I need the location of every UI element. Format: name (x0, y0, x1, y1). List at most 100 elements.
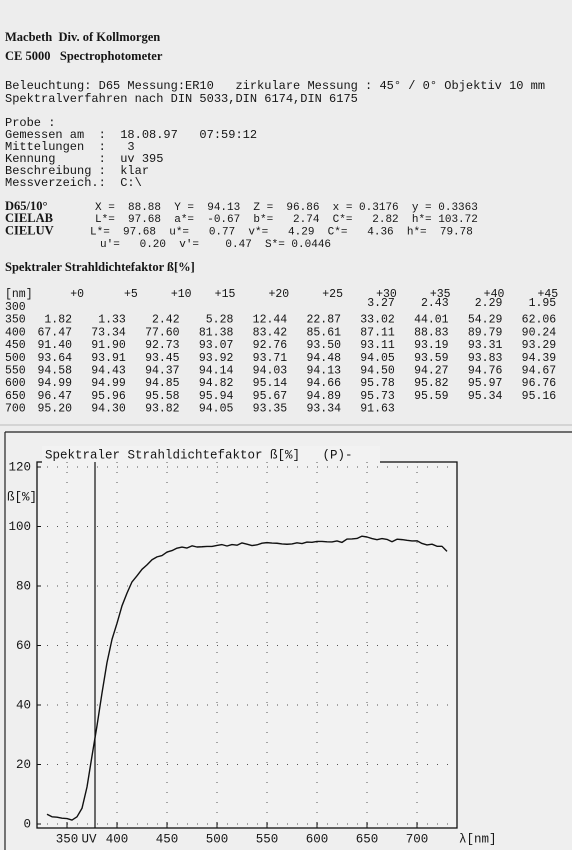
table-cell: 87.11 (360, 326, 395, 339)
y-tick-label: 80 (16, 579, 31, 593)
table-cell: 54.29 (468, 314, 503, 327)
table-cell: 95.78 (360, 377, 395, 390)
table-cell: 94.58 (37, 365, 72, 378)
row-label: 650 (5, 390, 26, 403)
table-cell: 95.94 (199, 390, 234, 403)
colorimetry-values: L*= 97.68 a*= -0.67 b*= 2.74 C*= 2.82 h*… (95, 214, 478, 226)
y-tick-label: 60 (16, 639, 31, 653)
table-cell: 94.37 (145, 365, 180, 378)
table-cell: 93.64 (37, 352, 72, 365)
table-cell: 95.16 (522, 390, 557, 403)
table-header: +25 (322, 288, 343, 301)
y-tick-label: 100 (8, 520, 31, 534)
table-header: +40 (484, 288, 505, 301)
table-cell: 92.76 (253, 339, 288, 352)
table-header: +15 (215, 288, 236, 301)
table-cell: 94.05 (199, 403, 234, 416)
table-cell: 96.47 (37, 390, 72, 403)
table-cell: 94.82 (199, 377, 234, 390)
table-cell: 93.29 (522, 339, 557, 352)
table-cell: 5.28 (206, 314, 234, 327)
x-tick-label: 600 (306, 832, 329, 846)
table-cell: 90.24 (522, 326, 557, 339)
colorimetry-values: u'= 0.20 v'= 0.47 S*= 0.0446 (100, 239, 331, 251)
table-cell: 93.19 (414, 339, 449, 352)
header-line: Macbeth Div. of Kollmorgen (5, 30, 160, 44)
table-cell: 12.44 (253, 314, 288, 327)
table-cell: 93.31 (468, 339, 503, 352)
table-cell: 93.35 (253, 403, 288, 416)
table-cell: 95.96 (91, 390, 126, 403)
table-cell: 95.34 (468, 390, 503, 403)
row-label: 700 (5, 403, 26, 416)
sample-line: Kennung : uv 395 (5, 152, 163, 166)
x-axis-label: λ[nm] (459, 832, 497, 846)
row-label: 400 (5, 326, 26, 339)
table-header: +45 (537, 288, 558, 301)
table-header: +20 (268, 288, 289, 301)
table-cell: 73.34 (91, 326, 126, 339)
table-cell: 94.39 (522, 352, 557, 365)
table-cell: 77.60 (145, 326, 180, 339)
table-cell: 91.40 (37, 339, 72, 352)
x-tick-label: 700 (406, 832, 429, 846)
table-cell: 2.43 (421, 297, 449, 310)
table-cell: 94.43 (91, 365, 126, 378)
row-label: 350 (5, 314, 26, 327)
row-label: 600 (5, 377, 26, 390)
y-tick-label: 20 (16, 758, 31, 772)
table-cell: 95.82 (414, 377, 449, 390)
x-tick-label: 650 (356, 832, 379, 846)
colorimetry-label: CIELUV (5, 223, 54, 237)
table-cell: 93.71 (253, 352, 288, 365)
sample-line: Gemessen am : 18.08.97 07:59:12 (5, 128, 257, 142)
table-cell: 81.38 (199, 326, 234, 339)
x-tick-label: 550 (256, 832, 279, 846)
y-tick-label: 40 (16, 698, 31, 712)
table-cell: 96.76 (522, 377, 557, 390)
colorimetry-label: D65/10° (5, 199, 48, 213)
table-cell: 67.47 (37, 326, 72, 339)
x-tick-label: 400 (106, 832, 129, 846)
spectral-curve (46, 535, 448, 821)
table-cell: 93.92 (199, 352, 234, 365)
table-cell: 1.95 (529, 297, 557, 310)
colorimetry-values: L*= 97.68 u*= 0.77 v*= 4.29 C*= 4.36 h*=… (90, 227, 473, 239)
table-header: +5 (124, 288, 138, 301)
table-cell: 2.29 (475, 297, 503, 310)
table-cell: 93.59 (414, 352, 449, 365)
row-label: 450 (5, 339, 26, 352)
table-header: [nm] (5, 288, 33, 301)
table-header: +0 (70, 288, 84, 301)
table-cell: 94.99 (91, 377, 126, 390)
sample-line: Mittelungen : 3 (5, 140, 135, 154)
x-tick-label: 500 (206, 832, 229, 846)
table-cell: 93.11 (360, 339, 395, 352)
table-header: +35 (430, 288, 451, 301)
method-line: Spektralverfahren nach DIN 5033,DIN 6174… (5, 92, 358, 106)
table-cell: 94.27 (414, 365, 449, 378)
table-cell: 94.13 (306, 365, 341, 378)
table-cell: 95.20 (37, 403, 72, 416)
y-axis-label: ß[%] (7, 490, 37, 504)
header-line: CE 5000 Spectrophotometer (5, 49, 163, 63)
table-cell: 93.50 (306, 339, 341, 352)
table-cell: 95.14 (253, 377, 288, 390)
table-cell: 94.50 (360, 365, 395, 378)
x-tick-label: 450 (156, 832, 179, 846)
table-cell: 22.87 (306, 314, 341, 327)
table-title: Spektraler Strahldichtefaktor ß[%] (5, 260, 195, 274)
chart-title: Spektraler Strahldichtefaktor ß[%] (P)- (45, 448, 353, 462)
table-cell: 91.63 (360, 403, 395, 416)
sample-line: Probe : (5, 116, 55, 130)
table-cell: 94.05 (360, 352, 395, 365)
table-cell: 95.67 (253, 390, 288, 403)
table-cell: 95.59 (414, 390, 449, 403)
table-cell: 93.83 (468, 352, 503, 365)
table-cell: 94.67 (522, 365, 557, 378)
table-cell: 89.79 (468, 326, 503, 339)
y-tick-label: 120 (8, 460, 31, 474)
table-cell: 94.03 (253, 365, 288, 378)
table-cell: 92.73 (145, 339, 180, 352)
